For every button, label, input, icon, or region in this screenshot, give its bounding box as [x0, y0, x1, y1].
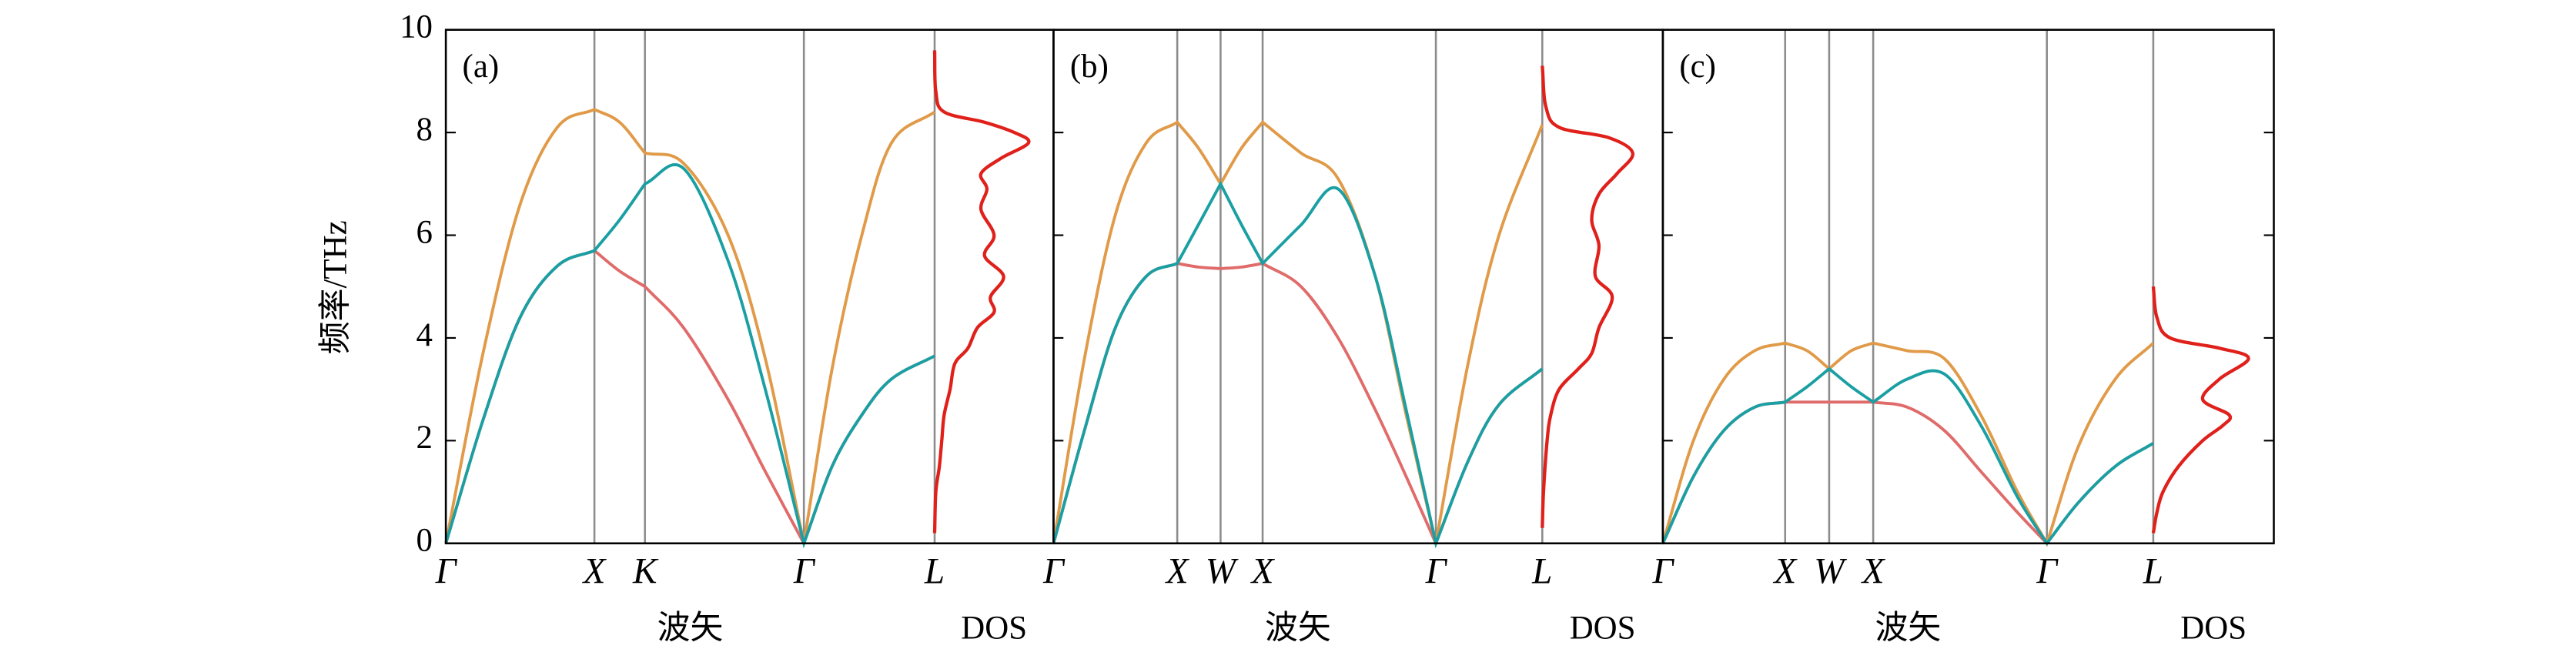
x-axis-label: 波矢	[1265, 610, 1331, 646]
y-tick-label: 10	[400, 9, 433, 45]
dos-line	[932, 50, 1031, 534]
x-tick-label: W	[1206, 551, 1239, 591]
x-tick-label: L	[2143, 551, 2163, 591]
x-tick-label: Γ	[1651, 551, 1674, 591]
x-tick-label: K	[632, 551, 659, 591]
x-tick-label: X	[1772, 551, 1798, 591]
band-line	[444, 162, 935, 549]
panel-frame	[1052, 28, 1664, 545]
panel-frame	[1661, 28, 2275, 545]
x-tick-label: X	[1250, 551, 1276, 591]
band-line	[1661, 366, 2154, 547]
x-tick-label: L	[924, 551, 945, 591]
band-line	[1052, 180, 1544, 549]
x-tick-label: Γ	[793, 551, 816, 591]
y-axis-label: 频率/THz	[317, 220, 354, 354]
band-line	[1052, 120, 1544, 544]
y-tick-label: 8	[417, 112, 433, 148]
dos-line	[1541, 65, 1634, 528]
panel-label: (a)	[463, 49, 500, 85]
x-tick-label: X	[582, 551, 607, 591]
x-tick-label: X	[1165, 551, 1190, 591]
y-tick-label: 2	[417, 420, 433, 456]
x-tick-label: X	[1861, 551, 1886, 591]
x-tick-label: Γ	[1425, 551, 1448, 591]
x-tick-label: Γ	[435, 551, 458, 591]
y-tick-label: 6	[417, 214, 433, 250]
x-tick-label: W	[1814, 551, 1847, 591]
x-tick-label: Γ	[2036, 551, 2059, 591]
dos-label: DOS	[1570, 610, 1636, 646]
band-line	[444, 249, 935, 547]
dos-line	[2151, 286, 2250, 534]
band-line	[1661, 400, 2154, 546]
band-line	[444, 107, 936, 544]
band-line	[1661, 341, 2155, 547]
dos-label: DOS	[2180, 610, 2246, 646]
y-tick-label: 0	[417, 523, 433, 559]
dos-label: DOS	[961, 610, 1027, 646]
x-tick-label: Γ	[1042, 551, 1066, 591]
x-axis-label: 波矢	[1875, 610, 1942, 646]
panel-label: (b)	[1070, 49, 1109, 85]
y-tick-label: 4	[417, 317, 433, 353]
x-tick-label: L	[1531, 551, 1552, 591]
panel-label: (c)	[1679, 49, 1716, 85]
x-axis-label: 波矢	[657, 610, 724, 646]
